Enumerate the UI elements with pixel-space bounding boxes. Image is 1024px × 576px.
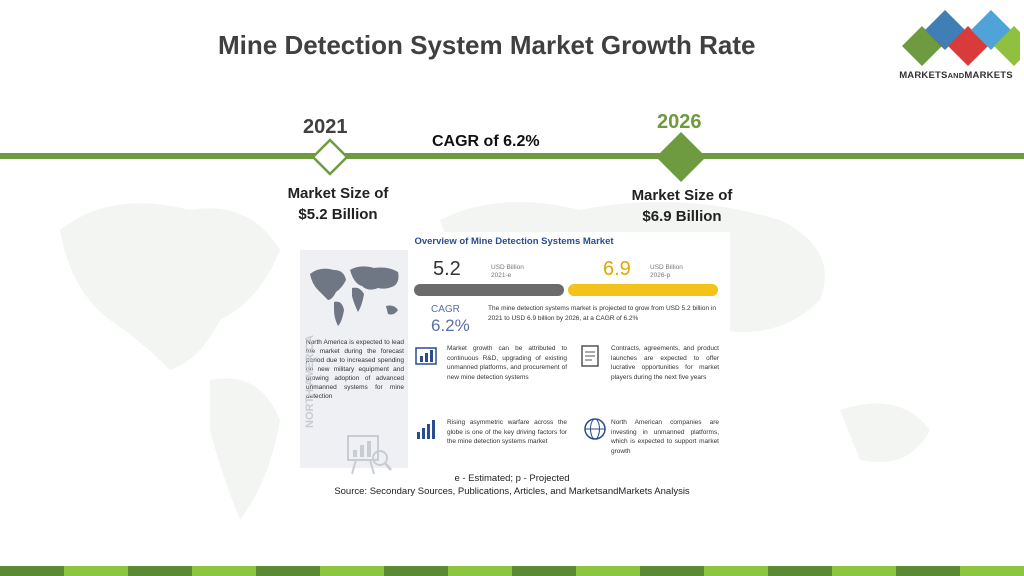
north-america-text: North America is expected to lead the ma… xyxy=(306,339,404,400)
unit-2026: USD Billion 2026-p xyxy=(650,264,683,279)
north-america-panel: North America is expected to lead the ma… xyxy=(300,250,408,475)
page-title: Mine Detection System Market Growth Rate xyxy=(218,30,756,60)
contracts-icon xyxy=(581,345,599,367)
start-market-size: Market Size of $5.2 Billion xyxy=(287,185,389,223)
rising-bars-icon xyxy=(417,420,435,439)
point-asymmetric-warfare: Rising asymmetric warfare across the glo… xyxy=(447,419,567,445)
estimate-note: e - Estimated; p - Projected xyxy=(454,473,570,484)
footer-stripe xyxy=(0,566,1024,576)
point-contracts: Contracts, agreements, and product launc… xyxy=(611,345,719,381)
bar-2026 xyxy=(568,284,718,296)
infographic-title: Overview of Mine Detection Systems Marke… xyxy=(414,236,614,247)
point-north-american-companies: North American companies are investing i… xyxy=(611,419,719,455)
timeline-bar xyxy=(0,153,1024,159)
start-year: 2021 xyxy=(303,116,348,138)
point-market-growth: Market growth can be attributed to conti… xyxy=(447,345,567,381)
value-2026: 6.9 xyxy=(603,258,631,280)
marketsandmarkets-logo xyxy=(902,10,1020,66)
source-note: Source: Secondary Sources, Publications,… xyxy=(334,486,690,497)
market-summary-text: The mine detection systems market is pro… xyxy=(488,305,716,322)
world-map-icon xyxy=(310,266,399,326)
analytics-board-icon xyxy=(347,435,392,475)
start-diamond-icon xyxy=(311,138,349,176)
unit-2021: USD Billion 2021-e xyxy=(491,264,524,279)
infographic-cagr-label: CAGR xyxy=(431,304,460,315)
end-year: 2026 xyxy=(657,111,702,133)
bar-2021 xyxy=(414,284,564,296)
upgrade-chart-icon xyxy=(415,347,437,365)
value-2021: 5.2 xyxy=(433,258,461,280)
north-america-vertical-label: NORTH AMERICA xyxy=(304,334,316,428)
market-overview-infographic: Overview of Mine Detection Systems Marke… xyxy=(298,232,730,475)
cagr-label: CAGR of 6.2% xyxy=(432,133,540,150)
globe-icon xyxy=(584,418,606,440)
end-diamond-icon xyxy=(656,132,706,182)
infographic-cagr-value: 6.2% xyxy=(431,316,470,335)
logo-wordmark: MARKETSANDMARKETS xyxy=(899,70,1013,81)
end-market-size: Market Size of $6.9 Billion xyxy=(631,187,733,225)
